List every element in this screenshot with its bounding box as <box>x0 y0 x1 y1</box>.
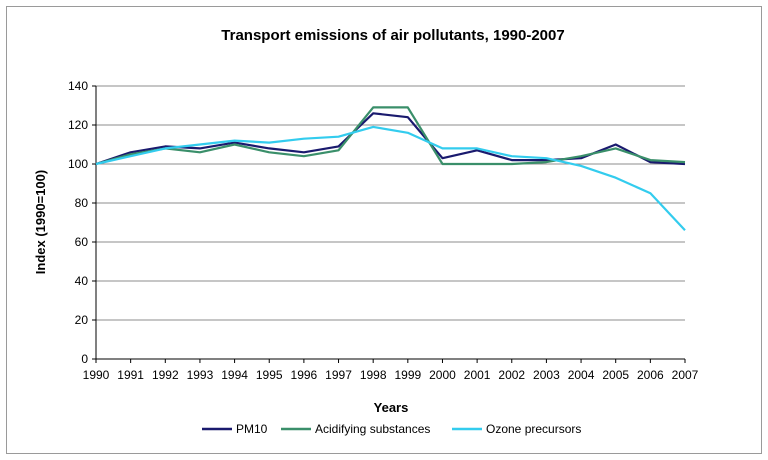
chart-frame: Transport emissions of air pollutants, 1… <box>6 6 762 454</box>
y-axis-ticks: 0 20 40 60 80 100 120 140 <box>68 79 96 366</box>
x-tick-label: 1994 <box>221 368 248 382</box>
series-lines <box>95 106 686 232</box>
x-tick-label: 1999 <box>394 368 421 382</box>
x-tick-label: 2001 <box>464 368 491 382</box>
legend: PM10 Acidifying substances Ozone precursor… <box>202 422 581 436</box>
x-tick-label: 1998 <box>360 368 387 382</box>
x-tick-label: 2000 <box>429 368 456 382</box>
y-tick-label: 40 <box>75 274 89 288</box>
x-tick-label: 2002 <box>498 368 525 382</box>
x-tick-label: 1990 <box>83 368 110 382</box>
y-tick-label: 120 <box>68 118 88 132</box>
x-tick-label: 1991 <box>117 368 144 382</box>
y-tick-label: 100 <box>68 157 88 171</box>
y-tick-label: 60 <box>75 235 89 249</box>
x-tick-label: 1992 <box>152 368 179 382</box>
series-line-acidifying-substances <box>95 106 686 166</box>
y-tick-label: 80 <box>75 196 89 210</box>
y-tick-label: 0 <box>81 352 88 366</box>
plot-area <box>96 86 685 359</box>
legend-label-ozone-precursors: Ozone precursors <box>486 422 581 436</box>
x-tick-label: 1995 <box>256 368 283 382</box>
x-tick-label: 1993 <box>187 368 214 382</box>
legend-label-acidifying-substances: Acidifying substances <box>315 422 430 436</box>
x-tick-label: 2007 <box>672 368 699 382</box>
y-tick-label: 20 <box>75 313 89 327</box>
series-line-ozone-precursors <box>95 125 686 232</box>
x-tick-label: 2004 <box>568 368 595 382</box>
x-tick-label: 1996 <box>291 368 318 382</box>
gridlines <box>96 85 685 321</box>
y-tick-label: 140 <box>68 79 88 93</box>
x-tick-label: 2003 <box>533 368 560 382</box>
line-chart: Transport emissions of air pollutants, 1… <box>33 27 699 436</box>
x-tick-label: 2006 <box>637 368 664 382</box>
x-tick-label: 2005 <box>602 368 629 382</box>
x-axis-ticks: 1990 1991 1992 1993 1994 1995 1996 1997 1998 1999… <box>83 359 699 382</box>
legend-label-pm10: PM10 <box>236 422 268 436</box>
x-tick-label: 1997 <box>325 368 352 382</box>
plot-background <box>96 86 685 359</box>
y-axis-title: Index (1990=100) <box>33 170 48 274</box>
chart-title: Transport emissions of air pollutants, 1… <box>221 27 564 44</box>
axes <box>95 86 685 360</box>
x-axis-title: Years <box>374 400 409 415</box>
